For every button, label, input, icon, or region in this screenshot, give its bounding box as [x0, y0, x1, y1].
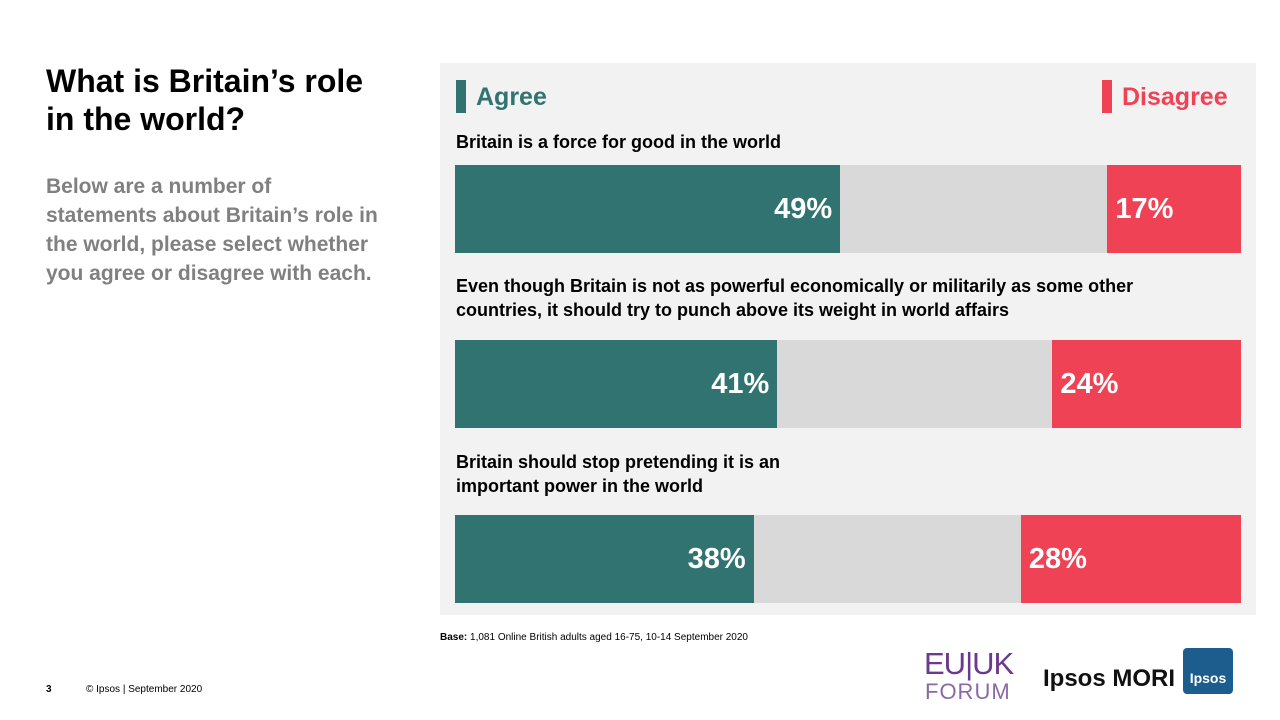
- logo-ipsos: Ipsos: [1183, 648, 1233, 694]
- copyright: © Ipsos | September 2020: [86, 684, 203, 695]
- category-label: Britain should stop pretending it is an …: [456, 452, 781, 496]
- value-label: 41%: [711, 368, 770, 400]
- value-label: 38%: [687, 543, 746, 575]
- category-label: Even though Britain is not as powerful e…: [456, 276, 1134, 320]
- category-label: Britain is a force for good in the world: [456, 132, 782, 152]
- legend-label: Agree: [476, 83, 547, 111]
- value-label: 17%: [1115, 193, 1174, 225]
- legend-swatch: [1102, 80, 1112, 113]
- value-label: 28%: [1028, 543, 1087, 575]
- bar-disagree: [1020, 515, 1241, 603]
- logo-forum: FORUM: [925, 679, 1011, 704]
- logo-euuk: EU|UK: [924, 646, 1014, 681]
- legend-swatch: [456, 80, 466, 113]
- logo-ipsos-mori: Ipsos MORI: [1043, 665, 1176, 692]
- bar-agree: [455, 340, 778, 428]
- slide-title: What is Britain’s role in the world?: [46, 63, 364, 137]
- value-label: 49%: [774, 193, 833, 225]
- bar-disagree: [1107, 165, 1241, 253]
- value-label: 24%: [1060, 368, 1119, 400]
- page-number: 3: [46, 684, 52, 695]
- base-label: Base:: [440, 632, 468, 643]
- base-text: 1,081 Online British adults aged 16-75, …: [470, 632, 748, 643]
- slide-description: Below are a number of statements about B…: [46, 175, 378, 285]
- bar-agree: [455, 165, 841, 253]
- legend-label: Disagree: [1122, 83, 1228, 111]
- bar-disagree: [1052, 340, 1241, 428]
- bar-agree: [455, 515, 754, 603]
